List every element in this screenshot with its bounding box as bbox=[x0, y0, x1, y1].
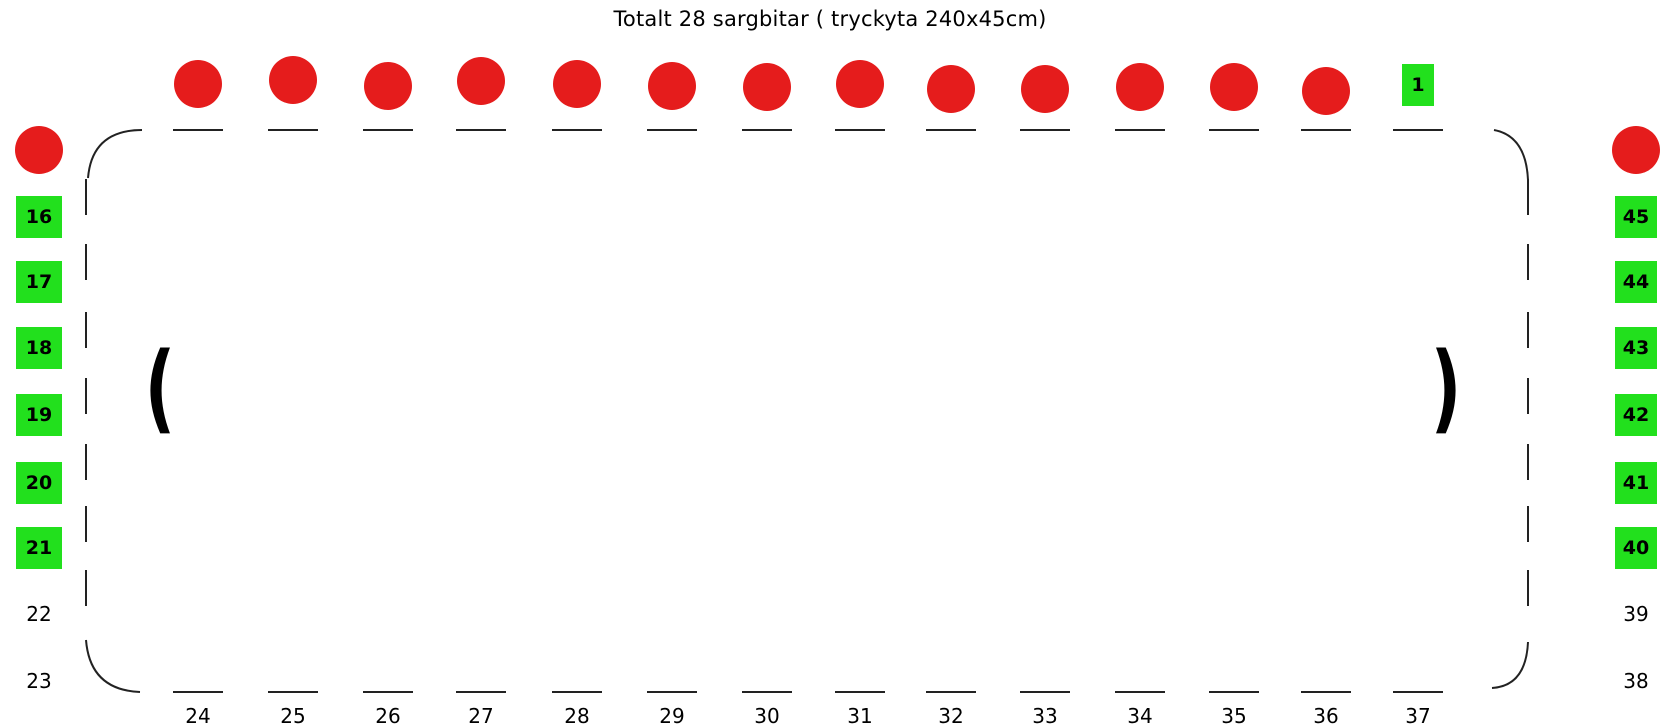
left-piece-3: 17 bbox=[16, 261, 62, 303]
top-piece-13 bbox=[1302, 67, 1350, 115]
right-piece-3: 44 bbox=[1615, 261, 1657, 303]
left-piece-8: 22 bbox=[26, 602, 52, 626]
bottom-piece-label: 37 bbox=[1405, 704, 1431, 728]
right-goal-bracket: ) bbox=[1430, 332, 1462, 444]
bottom-piece-label: 28 bbox=[564, 704, 590, 728]
bottom-piece-label: 34 bbox=[1127, 704, 1153, 728]
top-piece-11 bbox=[1116, 63, 1164, 111]
bottom-piece-label: 31 bbox=[847, 704, 873, 728]
bottom-piece-label: 32 bbox=[938, 704, 964, 728]
right-piece-2: 45 bbox=[1615, 196, 1657, 238]
left-piece-2: 16 bbox=[16, 196, 62, 238]
top-piece-3 bbox=[364, 62, 412, 110]
right-piece-7: 40 bbox=[1615, 527, 1657, 569]
top-piece-2 bbox=[269, 56, 317, 104]
left-piece-9: 23 bbox=[26, 669, 52, 693]
top-piece-1 bbox=[174, 60, 222, 108]
right-piece-9: 38 bbox=[1623, 669, 1649, 693]
left-piece-1 bbox=[15, 126, 63, 174]
bottom-piece-label: 25 bbox=[280, 704, 306, 728]
top-piece-12 bbox=[1210, 63, 1258, 111]
right-piece-8: 39 bbox=[1623, 602, 1649, 626]
bottom-piece-label: 35 bbox=[1221, 704, 1247, 728]
right-piece-1 bbox=[1612, 126, 1660, 174]
bottom-piece-label: 27 bbox=[468, 704, 494, 728]
left-piece-5: 19 bbox=[16, 394, 62, 436]
left-piece-6: 20 bbox=[16, 462, 62, 504]
top-piece-9 bbox=[927, 65, 975, 113]
left-piece-7: 21 bbox=[16, 527, 62, 569]
bottom-piece-label: 26 bbox=[375, 704, 401, 728]
left-goal-bracket: ( bbox=[144, 332, 176, 444]
bottom-piece-label: 36 bbox=[1313, 704, 1339, 728]
top-piece-7 bbox=[743, 63, 791, 111]
bottom-piece-label: 24 bbox=[185, 704, 211, 728]
bottom-piece-label: 30 bbox=[754, 704, 780, 728]
right-piece-4: 43 bbox=[1615, 327, 1657, 369]
top-piece-4 bbox=[457, 57, 505, 105]
right-piece-6: 41 bbox=[1615, 462, 1657, 504]
diagram-title: Totalt 28 sargbitar ( tryckyta 240x45cm) bbox=[613, 7, 1047, 31]
right-piece-5: 42 bbox=[1615, 394, 1657, 436]
bottom-piece-label: 33 bbox=[1032, 704, 1058, 728]
top-piece-14: 1 bbox=[1402, 64, 1434, 106]
top-piece-10 bbox=[1021, 65, 1069, 113]
left-piece-4: 18 bbox=[16, 327, 62, 369]
top-piece-6 bbox=[648, 62, 696, 110]
top-piece-8 bbox=[836, 60, 884, 108]
bottom-piece-label: 29 bbox=[659, 704, 685, 728]
top-piece-5 bbox=[553, 60, 601, 108]
